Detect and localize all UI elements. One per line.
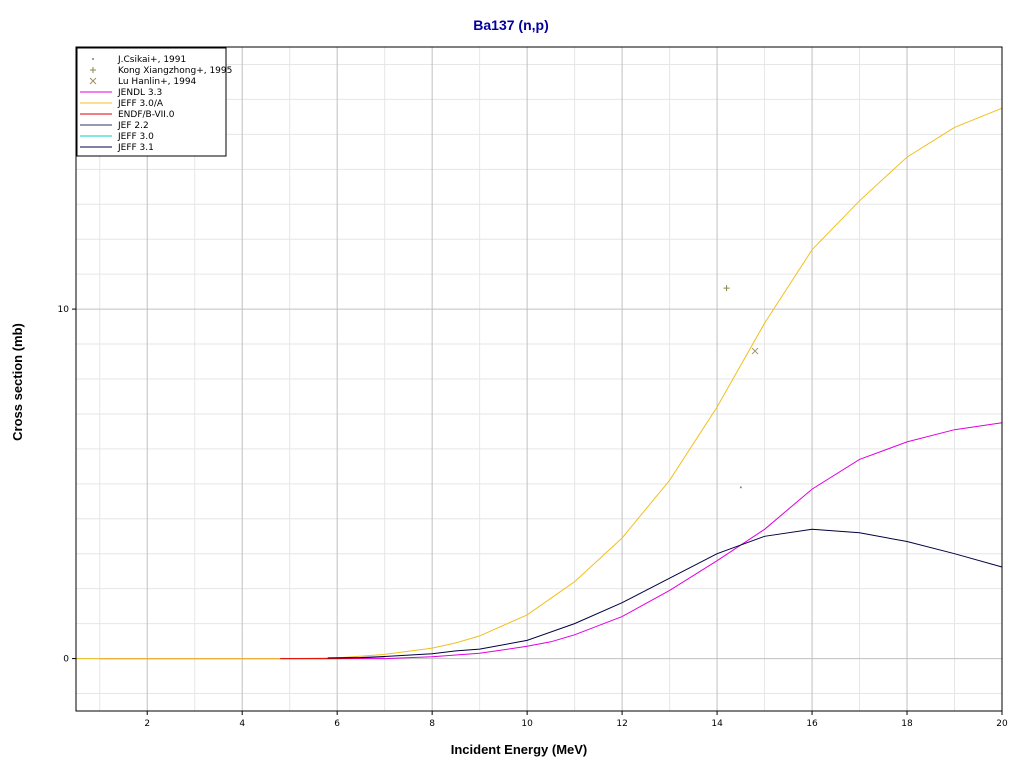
legend-entry: JEF 2.2 — [80, 121, 149, 131]
series-line — [76, 107, 1003, 660]
legend-label: J.Csikai+, 1991 — [117, 55, 186, 65]
x-tick-label: 10 — [521, 719, 533, 729]
y-axis-label: Cross section (mb) — [10, 323, 25, 441]
x-tick-label: 2 — [144, 719, 150, 729]
series-4 — [76, 107, 1003, 660]
legend-entry: Kong Xiangzhong+, 1995 — [90, 66, 232, 76]
legend-marker — [89, 77, 97, 85]
legend-box — [76, 47, 227, 157]
legend-marker — [92, 58, 94, 60]
data-point — [723, 285, 730, 292]
legend-label: JENDL 3.3 — [117, 88, 162, 98]
x-tick-label: 4 — [239, 719, 245, 729]
x-tick-label: 20 — [996, 719, 1008, 729]
series-3 — [99, 422, 1003, 660]
series-2 — [751, 347, 759, 355]
y-tick-label: 0 — [63, 655, 69, 665]
x-axis-label: Incident Energy (MeV) — [451, 742, 588, 757]
x-axis-ticks: 2 4 6 8 10 12 14 16 18 20 — [144, 711, 1008, 729]
legend-label: JEFF 3.1 — [117, 143, 154, 153]
series-layer — [76, 107, 1003, 660]
legend-label: JEFF 3.0 — [117, 132, 154, 142]
minor-grid — [76, 47, 1002, 711]
legend-label: Lu Hanlin+, 1994 — [118, 77, 197, 87]
x-tick-label: 16 — [806, 719, 818, 729]
series-0 — [739, 486, 742, 489]
legend-label: ENDF/B-VII.0 — [118, 110, 175, 120]
series-line — [327, 528, 1003, 659]
x-tick-label: 8 — [429, 719, 435, 729]
legend-entry: JENDL 3.3 — [80, 88, 162, 98]
legend-entry: JEFF 3.0 — [80, 132, 154, 142]
legend-entry: ENDF/B-VII.0 — [80, 110, 175, 120]
data-point — [751, 347, 759, 355]
legend-entry: JEFF 3.1 — [80, 143, 154, 153]
x-tick-label: 18 — [901, 719, 913, 729]
plot-frame — [75, 46, 1003, 712]
series-8 — [327, 528, 1003, 659]
y-tick-label: 10 — [58, 305, 70, 315]
series-line — [99, 422, 1003, 660]
legend-label: JEF 2.2 — [117, 121, 149, 131]
x-tick-label: 14 — [711, 719, 723, 729]
legend-entry: J.Csikai+, 1991 — [92, 55, 186, 65]
legend-entry: Lu Hanlin+, 1994 — [89, 77, 197, 87]
legend-label: Kong Xiangzhong+, 1995 — [118, 66, 232, 76]
chart-title: Ba137 (n,p) — [473, 17, 548, 33]
major-grid — [76, 47, 1003, 711]
series-1 — [723, 285, 730, 292]
legend-label: JEFF 3.0/A — [117, 99, 164, 109]
legend-marker — [90, 67, 96, 73]
data-point — [739, 486, 742, 489]
x-tick-label: 12 — [616, 719, 627, 729]
legend-entry: JEFF 3.0/A — [80, 99, 164, 109]
x-tick-label: 6 — [334, 719, 340, 729]
y-axis-ticks: 0 10 — [58, 305, 76, 665]
